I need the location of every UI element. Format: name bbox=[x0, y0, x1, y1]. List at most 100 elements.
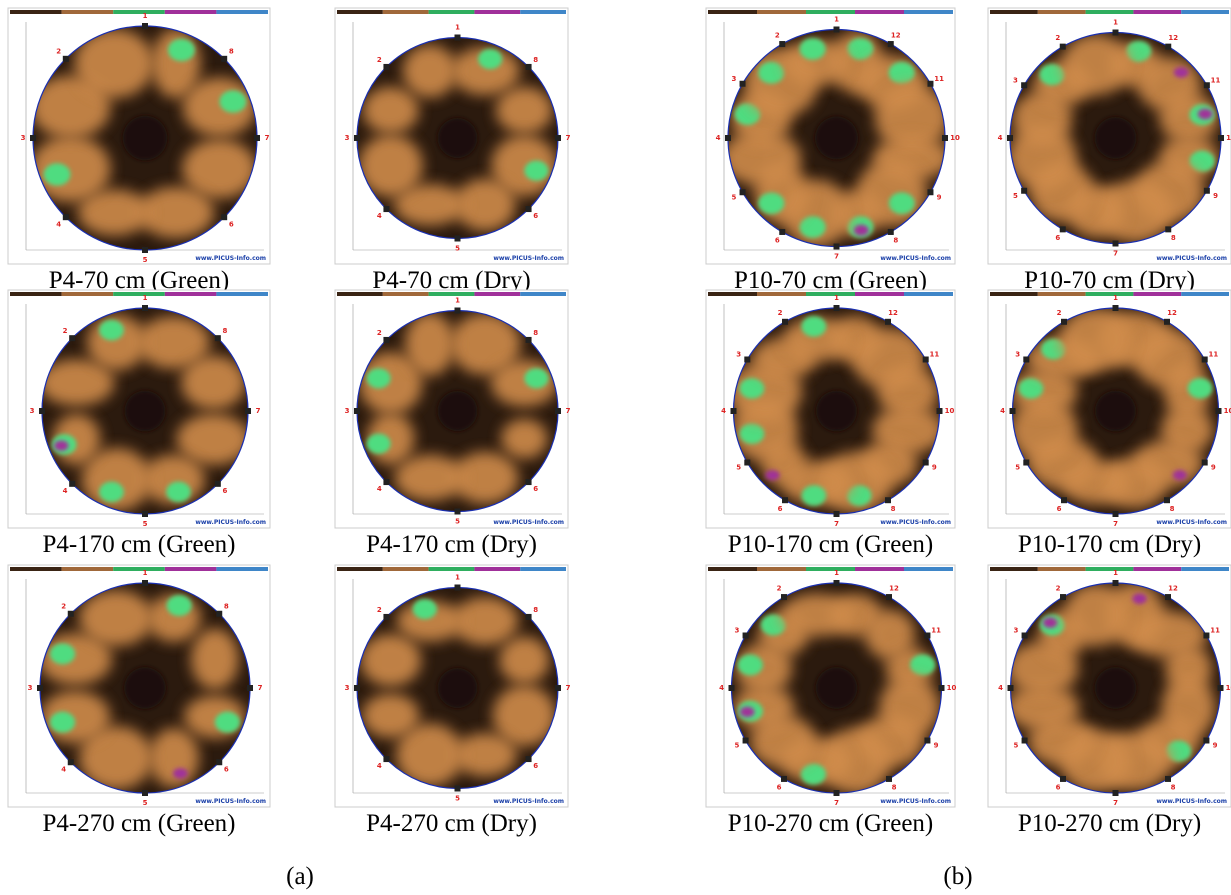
decay-zone bbox=[99, 320, 124, 341]
damage-zone bbox=[765, 470, 779, 480]
legend-bar bbox=[806, 567, 855, 571]
legend-bar bbox=[708, 292, 757, 296]
legend-bar bbox=[383, 292, 429, 296]
sensor-node bbox=[68, 611, 74, 617]
legend-bar bbox=[165, 567, 217, 571]
node-label: 7 bbox=[834, 253, 839, 261]
legend-bar bbox=[10, 567, 62, 571]
node-label: 2 bbox=[775, 31, 780, 39]
sensor-node bbox=[744, 357, 750, 363]
legend-bar bbox=[806, 292, 855, 296]
legend-bar bbox=[990, 567, 1038, 571]
node-label: 8 bbox=[533, 329, 538, 337]
decay-zone bbox=[1189, 151, 1214, 172]
node-label: 4 bbox=[721, 407, 726, 415]
node-label: 2 bbox=[377, 56, 382, 64]
sensor-node bbox=[1060, 594, 1066, 600]
node-label: 6 bbox=[533, 485, 538, 493]
sensor-node bbox=[1165, 594, 1171, 600]
legend-bar bbox=[904, 10, 953, 14]
sound-zone bbox=[496, 87, 553, 134]
legend-bar bbox=[429, 567, 475, 571]
sensor-node bbox=[69, 335, 75, 341]
legend-bar bbox=[1181, 567, 1229, 571]
sensor-node bbox=[1113, 305, 1119, 311]
sensor-node bbox=[781, 776, 787, 782]
watermark: www.PICUS-Info.com bbox=[1156, 255, 1227, 262]
node-label: 9 bbox=[1213, 192, 1218, 200]
sensor-node bbox=[216, 759, 222, 765]
sensor-node bbox=[526, 614, 532, 620]
legend-bar bbox=[520, 10, 566, 14]
sensor-node bbox=[1164, 497, 1170, 503]
decay-zone bbox=[758, 192, 784, 214]
node-label: 3 bbox=[30, 407, 35, 415]
node-label: 6 bbox=[778, 505, 783, 513]
sensor-node bbox=[729, 685, 735, 691]
sensor-node bbox=[526, 64, 532, 70]
node-label: 3 bbox=[1015, 351, 1020, 359]
sensor-node bbox=[526, 206, 532, 212]
sensor-node bbox=[924, 738, 930, 744]
tomogram: 12345678www.PICUS-Info.com bbox=[335, 565, 571, 807]
node-label: 7 bbox=[265, 134, 270, 142]
sensor-node bbox=[924, 633, 930, 639]
node-label: 8 bbox=[222, 327, 227, 335]
legend-bar bbox=[1038, 567, 1086, 571]
sound-zone bbox=[1064, 584, 1128, 646]
sensor-node bbox=[888, 229, 894, 235]
damage-zone bbox=[1174, 67, 1189, 78]
damage-zone bbox=[1043, 617, 1058, 628]
sound-zone bbox=[499, 636, 549, 684]
node-label: 11 bbox=[934, 75, 944, 83]
sound-zone bbox=[403, 45, 457, 98]
sound-zone bbox=[1061, 34, 1130, 95]
damage-zone bbox=[173, 768, 188, 779]
node-label: 10 bbox=[1226, 134, 1231, 142]
decay-zone bbox=[800, 38, 826, 60]
node-label: 12 bbox=[889, 584, 899, 592]
node-label: 1 bbox=[1113, 294, 1118, 302]
sensor-node bbox=[455, 509, 461, 515]
sensor-node bbox=[383, 337, 389, 343]
node-label: 7 bbox=[566, 684, 571, 692]
core bbox=[124, 667, 166, 709]
decay-zone bbox=[889, 62, 915, 84]
tomogram: 12345678www.PICUS-Info.com bbox=[335, 290, 571, 528]
node-label: 5 bbox=[143, 256, 148, 264]
damage-zone bbox=[1198, 109, 1213, 120]
watermark: www.PICUS-Info.com bbox=[493, 798, 564, 805]
sensor-node bbox=[942, 135, 948, 141]
sensor-node bbox=[740, 81, 746, 87]
decay-zone bbox=[1126, 41, 1151, 62]
sensor-node bbox=[215, 335, 221, 341]
decay-zone bbox=[801, 485, 826, 506]
panel-caption: P4-270 cm (Dry) bbox=[366, 810, 537, 837]
node-label: 4 bbox=[377, 762, 382, 770]
decay-zone bbox=[44, 163, 71, 185]
sensor-node bbox=[142, 790, 148, 796]
sensor-node bbox=[1113, 580, 1119, 586]
decay-zone bbox=[524, 368, 548, 388]
sensor-node bbox=[743, 738, 749, 744]
sensor-node bbox=[1060, 226, 1066, 232]
node-label: 5 bbox=[143, 799, 148, 807]
sensor-node bbox=[1008, 685, 1014, 691]
sensor-node bbox=[555, 135, 561, 141]
node-label: 7 bbox=[1113, 799, 1118, 807]
sensor-node bbox=[740, 189, 746, 195]
legend-bar bbox=[337, 567, 383, 571]
node-label: 11 bbox=[1211, 76, 1221, 84]
damage-zone bbox=[1172, 470, 1186, 480]
sensor-node bbox=[383, 64, 389, 70]
decay-zone bbox=[1039, 64, 1064, 85]
decay-zone bbox=[847, 38, 873, 60]
node-label: 6 bbox=[1057, 505, 1062, 513]
sensor-node bbox=[1165, 226, 1171, 232]
core bbox=[1094, 117, 1136, 159]
legend-bar bbox=[990, 292, 1038, 296]
legend-bar bbox=[1086, 292, 1134, 296]
sensor-node bbox=[779, 41, 785, 47]
tomogram: 12345678www.PICUS-Info.com bbox=[335, 8, 571, 264]
node-label: 5 bbox=[1013, 742, 1018, 750]
